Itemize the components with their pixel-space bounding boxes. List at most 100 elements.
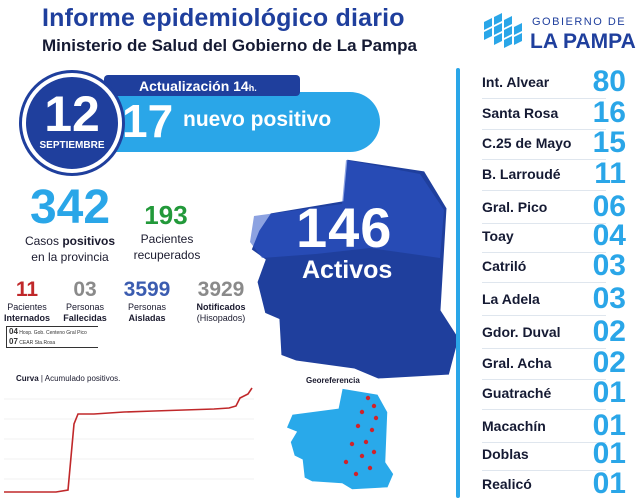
logo-main-text: LA PAMPA xyxy=(530,30,636,53)
row-separator xyxy=(482,129,606,130)
stat-hospitalized: 11 Pacientes Internados xyxy=(2,278,52,324)
locality-row: Realicó 01 xyxy=(472,467,636,500)
report-title: Informe epidemiológico diario xyxy=(42,4,405,32)
row-separator xyxy=(482,379,606,380)
locality-value: 80 xyxy=(592,65,626,98)
new-cases-label: nuevo positivo xyxy=(183,108,332,131)
la-pampa-emblem-icon xyxy=(484,13,522,48)
locality-divider xyxy=(456,68,460,498)
recovered-value: 193 xyxy=(144,200,188,230)
locality-value: 04 xyxy=(592,219,626,252)
stat-label: Personas Aisladas xyxy=(127,302,167,323)
update-bar xyxy=(104,75,300,96)
active-cases-value: 146 xyxy=(296,196,393,259)
stat-label: Pacientes Internados xyxy=(3,302,50,323)
total-cases-label: Casos positivos en la provincia xyxy=(24,234,116,264)
locality-row: Catriló 03 xyxy=(472,249,636,283)
geo-province-shape xyxy=(286,387,395,490)
logo-top-text: GOBIERNO DE xyxy=(532,16,627,28)
stat-value: 3599 xyxy=(123,278,171,301)
locality-row: Toay 04 xyxy=(472,219,636,253)
total-cases-value: 342 xyxy=(29,181,111,234)
locality-panel xyxy=(464,64,636,503)
date-badge: 12 SEPTIEMBRE xyxy=(22,73,122,173)
locality-name: C.25 de Mayo xyxy=(482,135,572,151)
locality-name: Santa Rosa xyxy=(482,105,559,121)
row-separator xyxy=(482,348,606,349)
locality-name: Doblas xyxy=(482,446,529,462)
locality-name: B. Larroudé xyxy=(482,166,561,182)
stat-value: 11 xyxy=(15,278,39,301)
date-day: 12 xyxy=(44,86,100,142)
locality-row: Gdor. Duval 02 xyxy=(472,315,636,349)
row-separator xyxy=(482,282,606,283)
locality-value: 01 xyxy=(592,467,626,500)
locality-row: Gral. Pico 06 xyxy=(472,190,636,224)
locality-value: 02 xyxy=(592,346,626,379)
locality-name: Realicó xyxy=(482,476,532,492)
locality-row: B. Larroudé 11 xyxy=(472,157,636,191)
locality-name: Macachín xyxy=(482,418,546,434)
recovered-label: Pacientes recuperados xyxy=(133,232,201,262)
locality-value: 03 xyxy=(592,249,626,282)
locality-name: Toay xyxy=(482,228,514,244)
hospital-line-1: 04 Hosp. Gob. Centeno Gral Pico xyxy=(9,327,87,336)
row-separator xyxy=(482,223,606,224)
locality-value: 02 xyxy=(592,315,626,348)
locality-row: C.25 de Mayo 15 xyxy=(472,126,636,160)
row-separator xyxy=(482,315,606,316)
case-markers xyxy=(343,395,379,477)
locality-value: 11 xyxy=(594,157,626,190)
hospital-line-2: 07 CEAR Sta.Rosa xyxy=(9,337,56,346)
row-separator xyxy=(482,98,606,99)
locality-row: Int. Alvear 80 xyxy=(472,65,636,99)
stat-deceased: 03 Personas Fallecidas xyxy=(58,278,112,324)
stat-label: Personas Fallecidas xyxy=(63,302,107,323)
report-subtitle: Ministerio de Salud del Gobierno de La P… xyxy=(42,36,418,55)
locality-name: Guatraché xyxy=(482,385,552,401)
locality-row: Guatraché 01 xyxy=(472,376,636,410)
locality-name: Int. Alvear xyxy=(482,74,550,90)
locality-value: 16 xyxy=(592,96,626,129)
row-separator xyxy=(482,159,606,160)
locality-value: 01 xyxy=(592,376,626,409)
locality-name: Gdor. Duval xyxy=(482,324,561,340)
row-separator xyxy=(482,409,606,410)
row-separator xyxy=(482,442,606,443)
government-logo: GOBIERNO DE LA PAMPA xyxy=(478,12,636,60)
row-separator xyxy=(482,470,606,471)
locality-name: Gral. Acha xyxy=(482,355,552,371)
stat-label: Notificados (Hisopados) xyxy=(196,302,246,323)
stat-isolated: 3599 Personas Aisladas xyxy=(114,278,180,324)
locality-row: Macachín 01 xyxy=(472,409,636,443)
province-highlight xyxy=(250,160,444,258)
curve-title: Curva | Acumulado positivos. xyxy=(16,374,121,383)
locality-name: Gral. Pico xyxy=(482,199,548,215)
active-cases-label: Activos xyxy=(302,256,393,284)
locality-row: Santa Rosa 16 xyxy=(472,96,636,130)
georeference-map xyxy=(286,387,395,490)
locality-value: 03 xyxy=(592,282,626,315)
locality-value: 06 xyxy=(592,190,626,223)
stat-value: 03 xyxy=(73,278,97,301)
hospital-breakdown xyxy=(6,326,98,348)
province-map xyxy=(250,156,460,380)
stat-value: 3929 xyxy=(197,278,245,301)
locality-value: 15 xyxy=(592,126,626,159)
row-separator xyxy=(482,252,606,253)
georeference-title: Georeferencia xyxy=(306,376,360,385)
locality-value: 01 xyxy=(592,409,626,442)
stat-notified: 3929 Notificados (Hisopados) xyxy=(186,278,256,324)
locality-name: La Adela xyxy=(482,291,540,307)
row-separator xyxy=(482,190,606,191)
curve-line xyxy=(4,387,253,493)
locality-row: Gral. Acha 02 xyxy=(472,346,636,380)
locality-name: Catriló xyxy=(482,258,527,274)
new-cases-value: 17 xyxy=(122,95,174,147)
update-time: Actualización 14h. xyxy=(139,78,257,94)
locality-value: 01 xyxy=(592,437,626,470)
locality-row: Doblas 01 xyxy=(472,437,636,471)
locality-row: La Adela 03 xyxy=(472,282,636,316)
date-month: SEPTIEMBRE xyxy=(39,140,105,151)
curve-gridlines xyxy=(4,398,254,480)
